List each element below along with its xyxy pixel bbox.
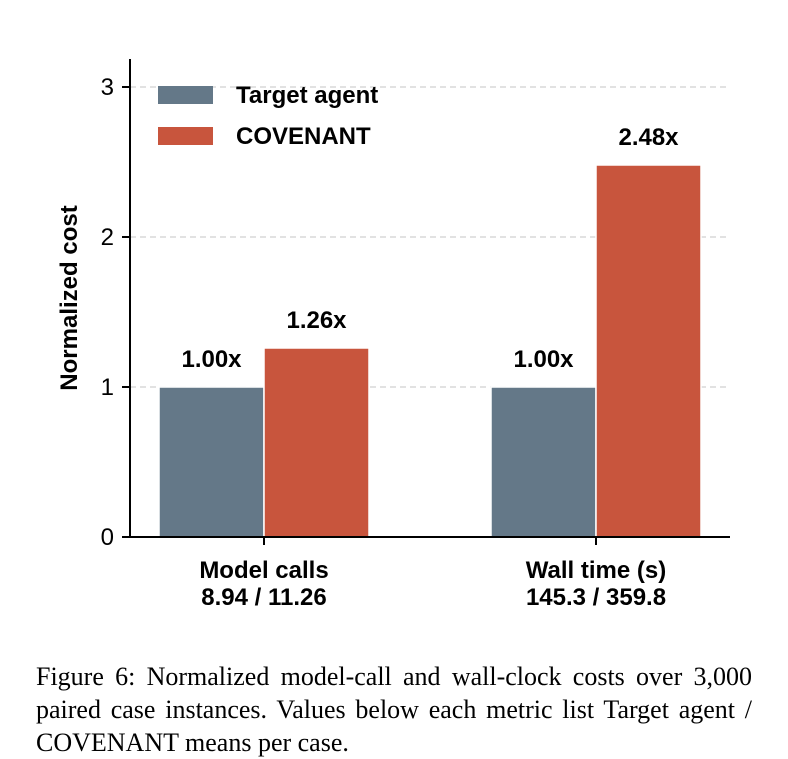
y-tick-label: 0 — [101, 524, 114, 551]
legend-label: Target agent — [236, 82, 378, 109]
x-category-sublabel: 145.3 / 359.8 — [526, 584, 666, 611]
x-category-label: Wall time (s) — [526, 557, 666, 584]
figure-caption: Figure 6: Normalized model-call and wall… — [36, 662, 752, 757]
y-tick-label: 2 — [101, 224, 114, 251]
bar-covenant — [595, 164, 702, 538]
legend-swatch — [158, 127, 213, 145]
bar-target-agent — [490, 386, 597, 538]
y-tick-label: 1 — [101, 374, 114, 401]
y-tick-labels: 0 1 2 3 — [101, 74, 114, 551]
data-label: 1.26x — [286, 307, 347, 334]
x-category-label: Model calls — [199, 557, 328, 584]
bar-covenant — [263, 347, 370, 538]
data-labels: 1.00x 1.26x 1.00x 2.48x — [181, 124, 679, 373]
legend: Target agent COVENANT — [158, 82, 378, 150]
axes — [122, 59, 730, 545]
data-label: 2.48x — [618, 124, 679, 151]
bar-target-agent — [158, 386, 265, 538]
y-tick-label: 3 — [101, 74, 114, 101]
legend-swatch — [158, 86, 213, 104]
bars — [158, 164, 702, 538]
data-label: 1.00x — [181, 346, 242, 373]
data-label: 1.00x — [513, 346, 574, 373]
x-category-sublabel: 8.94 / 11.26 — [201, 584, 326, 611]
y-axis-title: Normalized cost — [56, 205, 83, 390]
legend-label: COVENANT — [236, 123, 371, 150]
